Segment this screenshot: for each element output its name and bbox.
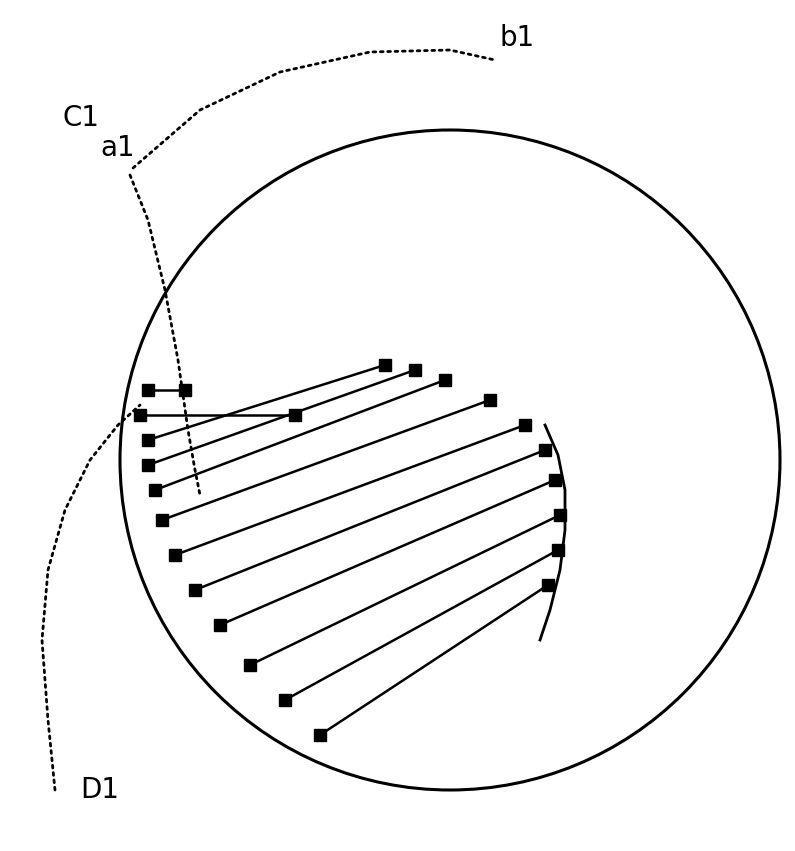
Text: a1: a1: [100, 134, 134, 162]
Text: D1: D1: [80, 776, 119, 804]
Text: b1: b1: [500, 24, 535, 52]
Text: C1: C1: [62, 104, 99, 132]
